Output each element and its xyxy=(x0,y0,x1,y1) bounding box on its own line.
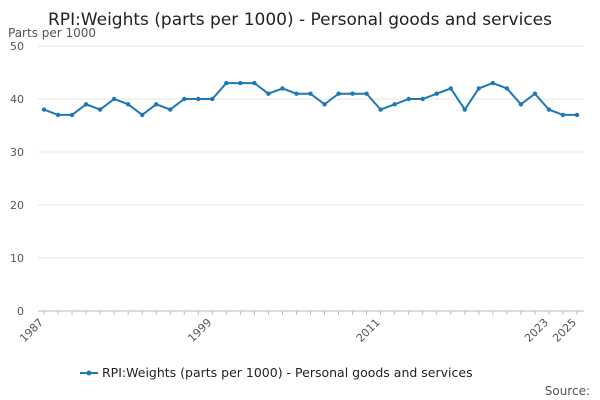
data-point[interactable] xyxy=(83,102,89,107)
data-point[interactable] xyxy=(476,86,482,91)
data-point[interactable] xyxy=(182,96,187,102)
data-point[interactable] xyxy=(462,107,467,112)
x-tick-label: 1987 xyxy=(17,316,46,345)
x-tick-label: 1999 xyxy=(185,316,214,345)
y-tick-label: 30 xyxy=(10,146,24,159)
data-point[interactable] xyxy=(518,102,524,107)
data-point[interactable] xyxy=(196,96,201,102)
y-tick-label: 20 xyxy=(10,199,24,212)
data-point[interactable] xyxy=(97,107,103,112)
y-axis: 0 10 20 30 40 50 xyxy=(10,40,24,318)
data-point[interactable] xyxy=(238,80,243,86)
data-point[interactable] xyxy=(504,86,510,91)
data-point[interactable] xyxy=(139,112,145,118)
x-tick-label: 2023 xyxy=(522,316,551,345)
legend[interactable]: RPI:Weights (parts per 1000) - Personal … xyxy=(80,365,473,380)
data-point[interactable] xyxy=(420,96,425,102)
data-point[interactable] xyxy=(364,91,369,96)
data-point[interactable] xyxy=(406,96,411,102)
data-point[interactable] xyxy=(392,102,397,107)
data-point[interactable] xyxy=(434,91,439,96)
data-point[interactable] xyxy=(448,86,453,91)
data-point[interactable] xyxy=(546,107,552,112)
y-tick-label: 40 xyxy=(10,93,24,106)
data-point[interactable] xyxy=(266,91,271,96)
data-point[interactable] xyxy=(154,102,159,107)
data-point[interactable] xyxy=(294,91,299,96)
data-point[interactable] xyxy=(574,112,580,118)
data-point[interactable] xyxy=(350,91,355,96)
data-point[interactable] xyxy=(55,112,61,118)
y-tick-label: 10 xyxy=(10,252,24,265)
data-point[interactable] xyxy=(308,91,313,96)
data-point[interactable] xyxy=(322,102,327,107)
data-point[interactable] xyxy=(252,80,257,86)
y-tick-label: 0 xyxy=(17,305,24,318)
data-point[interactable] xyxy=(280,86,285,91)
legend-label: RPI:Weights (parts per 1000) - Personal … xyxy=(102,365,473,380)
data-point[interactable] xyxy=(125,102,131,107)
data-point[interactable] xyxy=(490,80,496,86)
y-tick-label: 50 xyxy=(10,40,24,53)
data-point[interactable] xyxy=(224,80,229,86)
data-point[interactable] xyxy=(41,107,47,112)
x-tick-label: 2011 xyxy=(354,316,383,345)
x-axis: 1987 1999 2011 2023 2025 xyxy=(17,311,579,345)
chart-title: RPI:Weights (parts per 1000) - Personal … xyxy=(48,10,552,30)
data-point[interactable] xyxy=(560,112,566,118)
data-point[interactable] xyxy=(210,96,215,102)
data-point[interactable] xyxy=(111,96,117,102)
source-label: Source: xyxy=(545,384,590,398)
y-axis-label: Parts per 1000 xyxy=(8,26,96,40)
data-point[interactable] xyxy=(378,107,383,112)
data-point[interactable] xyxy=(336,91,341,96)
data-point[interactable] xyxy=(69,112,75,118)
data-point[interactable] xyxy=(532,91,538,96)
x-tick-label: 2025 xyxy=(550,316,579,345)
series-points xyxy=(41,80,580,118)
legend-swatch-marker xyxy=(86,370,92,376)
data-point[interactable] xyxy=(168,107,173,112)
